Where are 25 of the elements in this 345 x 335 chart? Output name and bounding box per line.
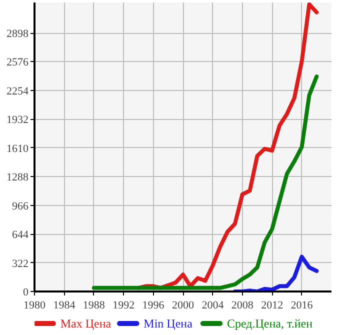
x-tick-label: 1996 — [142, 300, 165, 312]
legend-label: Max Цена — [60, 316, 112, 330]
line-series — [232, 254, 319, 292]
x-tick-label: 2008 — [231, 300, 254, 312]
x-tick-label: 1980 — [24, 300, 46, 312]
y-tick-label: 322 — [12, 258, 28, 270]
x-tick-label: 2016 — [290, 300, 314, 312]
x-tick-label: 2004 — [202, 300, 224, 312]
y-tick-label: 0 — [23, 286, 29, 298]
x-tick-label: 2000 — [172, 300, 194, 312]
x-tick-label: 2012 — [261, 300, 284, 312]
x-tick-label: 1988 — [82, 300, 106, 312]
line-series — [92, 74, 319, 290]
y-tick-label: 2254 — [6, 85, 29, 98]
x-tick-label: 1984 — [53, 300, 76, 312]
x-tick-label: 1992 — [112, 300, 135, 312]
legend-label: Min Цена — [144, 316, 194, 330]
y-tick-label: 1288 — [6, 172, 29, 184]
y-tick-label: 1932 — [6, 114, 28, 126]
y-tick-label: 2576 — [6, 56, 29, 69]
y-tick-label: 1610 — [6, 142, 29, 155]
y-tick-label: 966 — [12, 200, 29, 212]
legend-label: Сред.Цена, т.йен — [226, 316, 314, 330]
y-tick-label: 644 — [12, 229, 29, 242]
y-tick-label: 2898 — [6, 28, 29, 40]
